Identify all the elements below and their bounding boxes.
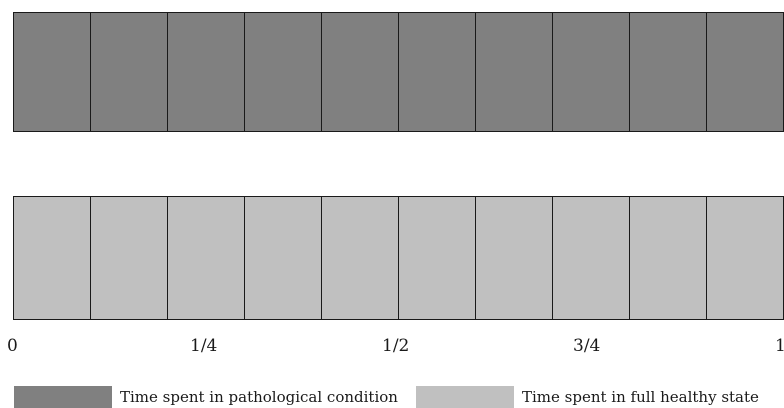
pathological-condition-bar: [13, 12, 784, 132]
bar-segment: [322, 196, 399, 320]
bar-segment: [553, 196, 630, 320]
legend-swatch-healthy: [416, 386, 514, 408]
bar-segment: [14, 196, 91, 320]
bar-segment: [322, 12, 399, 132]
bar-segment: [168, 196, 245, 320]
bar-segment: [245, 12, 322, 132]
bar-segment: [476, 12, 553, 132]
legend-label-healthy: Time spent in full healthy state: [522, 388, 759, 406]
bar-segment: [399, 196, 476, 320]
axis-tick-label-1: 1: [775, 336, 784, 356]
axis-tick-label-three-quarters: 3/4: [573, 336, 601, 356]
bar-segment: [630, 12, 707, 132]
bar-segment: [168, 12, 245, 132]
legend-item-pathological: Time spent in pathological condition: [14, 386, 398, 408]
legend-label-pathological: Time spent in pathological condition: [120, 388, 398, 406]
bar-segment: [707, 196, 784, 320]
legend-item-healthy: Time spent in full healthy state: [416, 386, 759, 408]
bar-segment: [245, 196, 322, 320]
healthy-state-bar: [13, 196, 784, 320]
bar-segment: [553, 12, 630, 132]
axis-tick-label-0: 0: [7, 336, 18, 356]
axis-tick-label-half: 1/2: [382, 336, 410, 356]
bar-segment: [630, 196, 707, 320]
axis-tick-label-quarter: 1/4: [190, 336, 218, 356]
bar-segment: [91, 12, 168, 132]
bar-segment: [91, 196, 168, 320]
bar-segment: [399, 12, 476, 132]
bar-segment: [14, 12, 91, 132]
bar-segment: [476, 196, 553, 320]
legend-swatch-pathological: [14, 386, 112, 408]
bar-segment: [707, 12, 784, 132]
